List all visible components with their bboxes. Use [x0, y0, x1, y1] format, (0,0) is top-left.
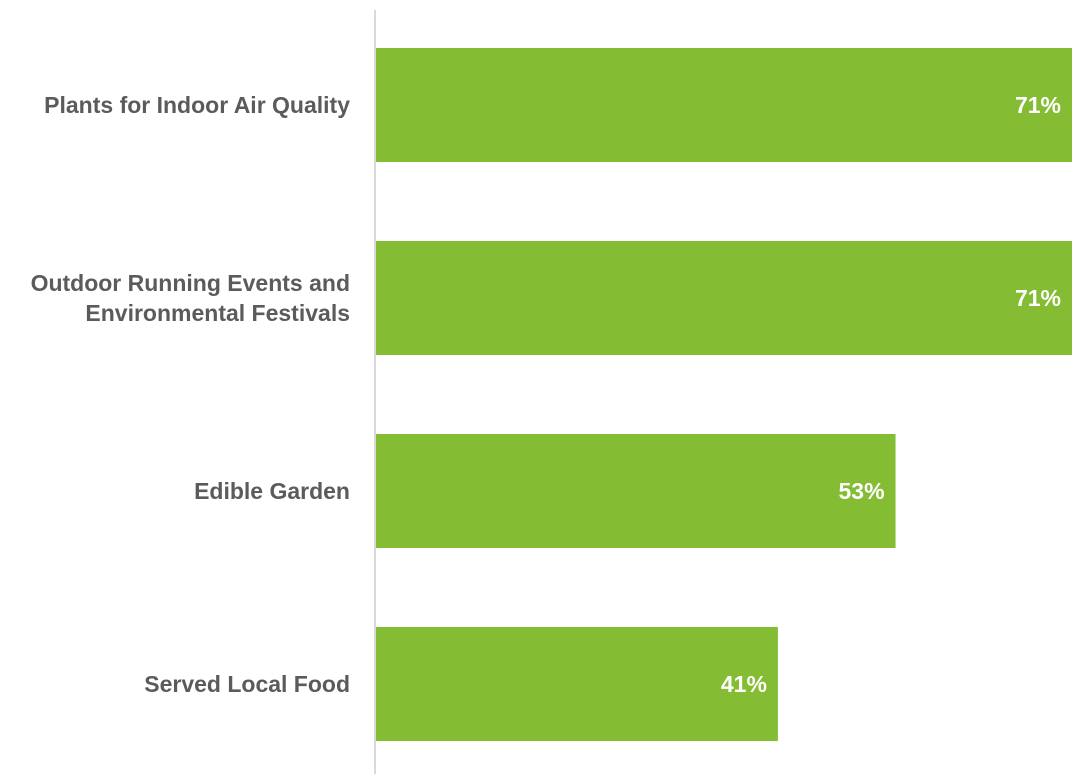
bar-value-label: 71% — [1015, 285, 1061, 311]
bar-value-label: 41% — [721, 671, 767, 697]
bar-value-label: 53% — [839, 478, 885, 504]
category-label: Edible Garden — [194, 478, 350, 504]
category-label: Plants for Indoor Air Quality — [44, 92, 350, 118]
category-label: Outdoor Running Events and Environmental … — [31, 270, 350, 326]
bar-value-label: 71% — [1015, 92, 1061, 118]
bar — [376, 627, 778, 741]
bar — [376, 434, 896, 548]
bar — [376, 48, 1072, 162]
bars-group: 71% Plants for Indoor Air Quality 71% Outdo… — [31, 48, 1072, 741]
category-label: Served Local Food — [144, 671, 350, 697]
bar — [376, 241, 1072, 355]
